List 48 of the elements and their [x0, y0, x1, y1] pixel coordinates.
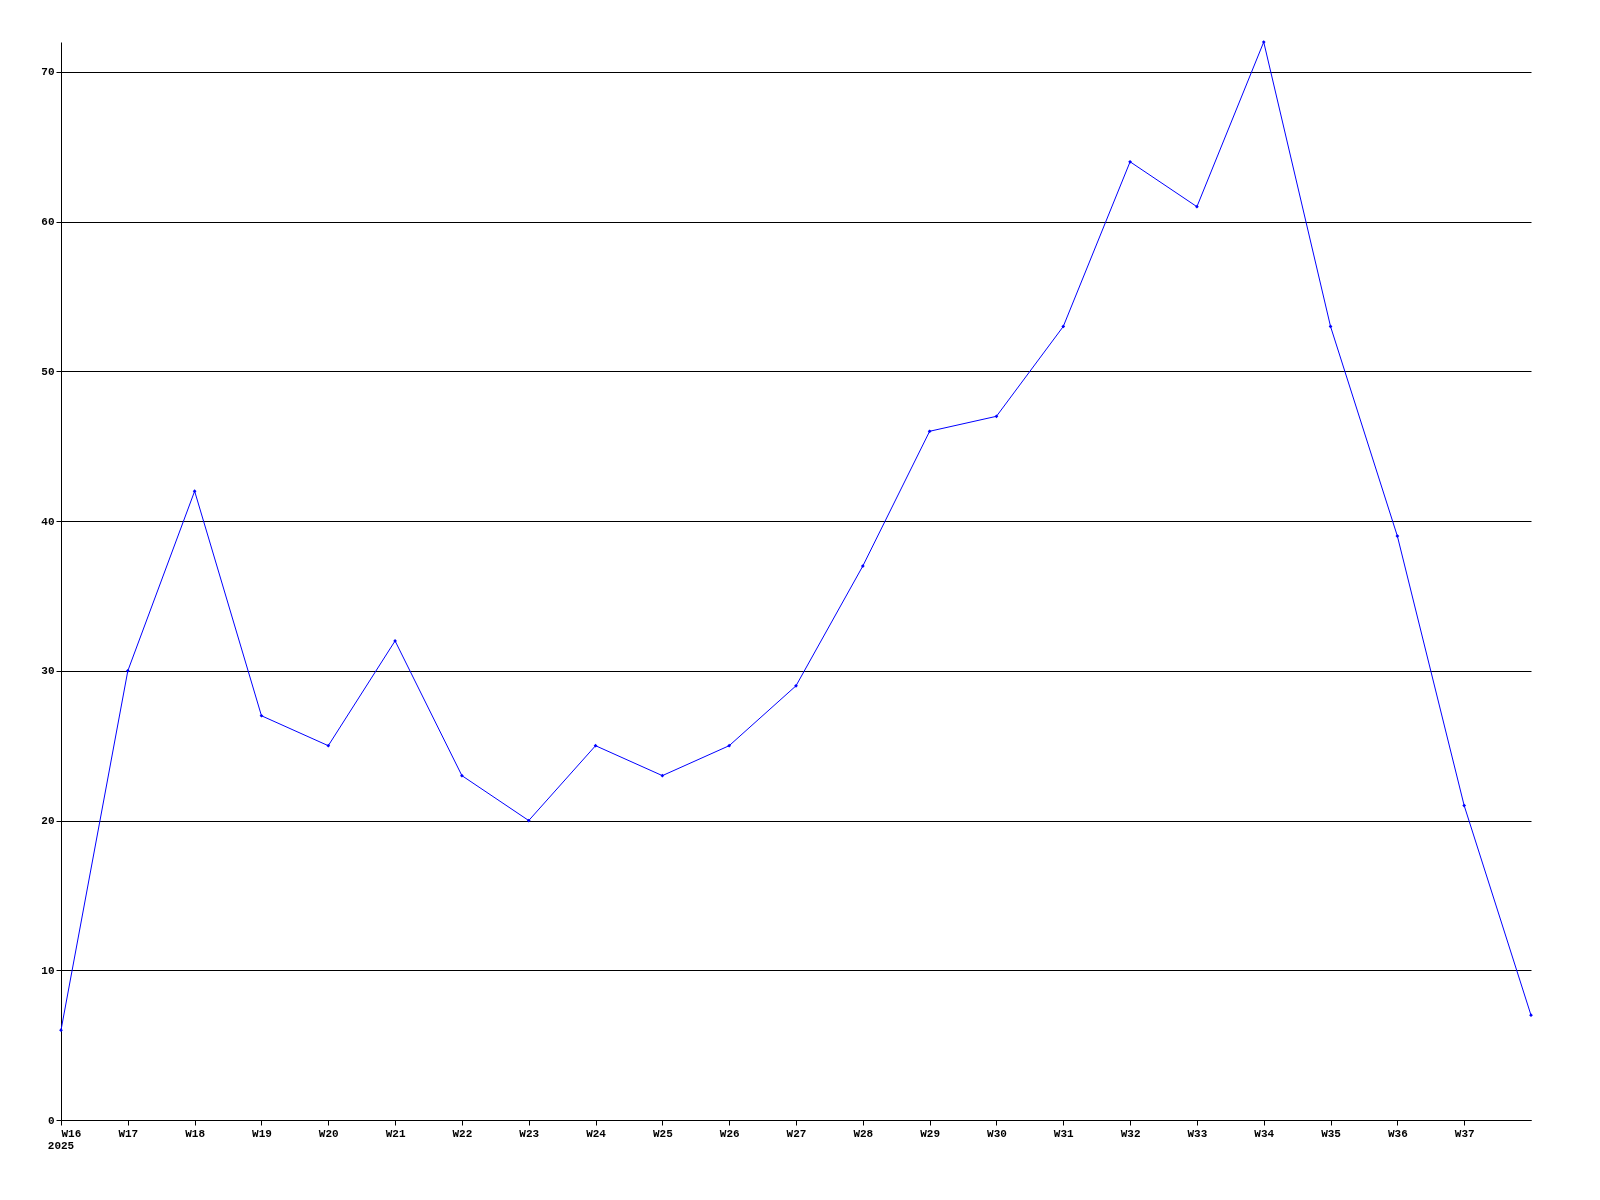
y-tick-label: 20 [41, 815, 55, 828]
x-tick-label: W29 [920, 1127, 941, 1140]
y-tick-label: 10 [41, 964, 55, 977]
x-tick-label: W17 [118, 1127, 139, 1140]
x-tick-label: W18 [185, 1127, 206, 1140]
point [526, 818, 531, 823]
x-tick-label: W31 [1053, 1127, 1075, 1140]
x-tick-label: W27 [786, 1127, 807, 1140]
x-tick-label: W37 [1454, 1127, 1475, 1140]
x-tick-label: W16 [61, 1127, 82, 1140]
point [1462, 803, 1467, 808]
x-tick-label: W25 [652, 1127, 674, 1140]
point [727, 743, 732, 748]
point [259, 713, 264, 718]
x-tick-label: W19 [252, 1127, 272, 1140]
x-tick-label: W20 [318, 1127, 339, 1140]
x-tick-label: W26 [719, 1127, 740, 1140]
x-tick-label: W32 [1120, 1127, 1141, 1140]
x-tick-label: W22 [452, 1127, 473, 1140]
point [794, 683, 798, 688]
point [1529, 1013, 1533, 1018]
x-tick-label: W33 [1187, 1127, 1208, 1140]
point [192, 489, 197, 494]
point [593, 743, 598, 748]
y-tick-label: 40 [41, 515, 55, 528]
point [59, 1028, 63, 1033]
point [1061, 324, 1066, 329]
point [860, 564, 865, 568]
x-tick-label: W21 [385, 1127, 406, 1140]
x-tick-label: W23 [519, 1127, 540, 1140]
x-tick-label: W30 [987, 1127, 1007, 1140]
y-tick-label: 30 [41, 665, 55, 678]
point [994, 414, 999, 419]
x-tick-label: W36 [1387, 1127, 1408, 1140]
point [1195, 204, 1199, 209]
point [1128, 159, 1132, 164]
text: 2025 [47, 1140, 75, 1152]
x-tick-label: W35 [1321, 1127, 1342, 1140]
y-tick-label: 70 [41, 66, 55, 79]
x-tick-label: W28 [853, 1127, 874, 1140]
y-tick-label: 50 [41, 365, 55, 378]
point [1395, 534, 1400, 538]
point [1261, 40, 1266, 44]
x-tick-label: W24 [586, 1127, 607, 1140]
point [460, 773, 464, 778]
x-tick-label: W34 [1254, 1127, 1275, 1140]
y-tick-label: 0 [47, 1114, 55, 1127]
y-tick-label: 60 [41, 216, 55, 229]
